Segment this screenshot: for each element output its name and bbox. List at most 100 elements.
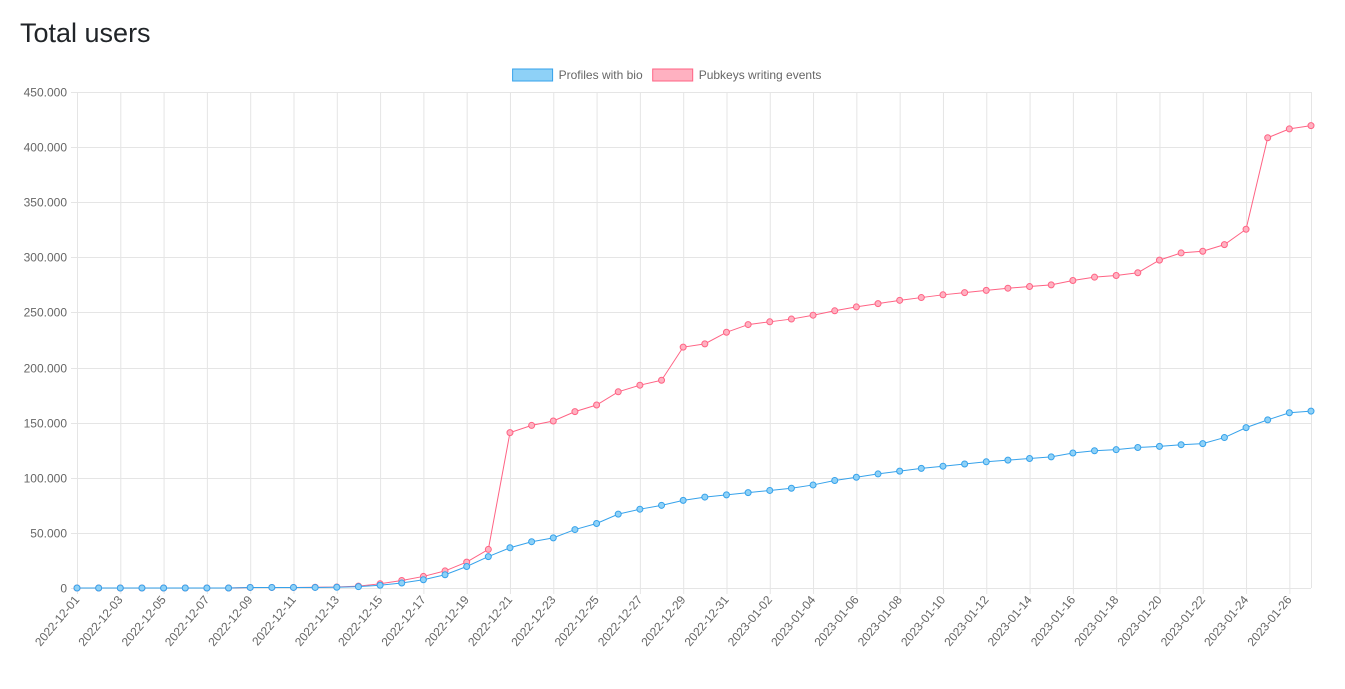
y-tick-label: 200.000 [24,362,68,376]
y-tick-label: 400.000 [24,141,68,155]
data-point [528,538,536,546]
data-point [679,496,687,504]
data-point [679,343,687,351]
x-gridlines [77,92,1312,594]
data-point [1220,434,1228,442]
legend-label: Pubkeys writing events [699,68,822,82]
y-gridlines [71,92,1311,589]
data-point [766,318,774,326]
data-point [658,501,666,509]
data-point [1307,407,1315,415]
data-point [1199,247,1207,255]
data-point [268,583,276,591]
data-point [787,484,795,492]
data-point [982,458,990,466]
chart-legend[interactable]: Profiles with bio Pubkeys writing events [512,68,822,82]
page-title: Total users [20,18,151,48]
data-point [1112,272,1120,280]
data-point [116,584,124,592]
data-point [1242,225,1250,233]
data-point [722,491,730,499]
data-point [376,581,384,589]
data-point [809,481,817,489]
data-point [874,300,882,308]
data-point [289,583,297,591]
data-point [658,376,666,384]
legend-label: Profiles with bio [559,68,643,82]
data-point [1134,443,1142,451]
data-point [614,388,622,396]
data-point [549,417,557,425]
data-point [917,294,925,302]
data-point [160,584,168,592]
data-point [484,553,492,561]
data-point [441,571,449,579]
series-1 [73,122,1315,592]
y-tick-label: 0 [60,582,67,596]
data-point [874,470,882,478]
data-point [831,307,839,315]
data-point [744,489,752,497]
data-point [896,296,904,304]
data-point [722,328,730,336]
data-point [917,464,925,472]
y-tick-label: 50.000 [30,527,67,541]
data-point [701,493,709,501]
x-axis-tick-labels: 2022-12-012022-12-032022-12-052022-12-07… [32,593,1295,649]
data-point [506,544,514,552]
data-point [1155,256,1163,264]
data-point [1047,453,1055,461]
data-point [1134,269,1142,277]
data-point [73,584,81,592]
data-point [354,583,362,591]
data-point [1264,134,1272,142]
data-point [1091,273,1099,281]
data-point [1155,442,1163,450]
data-point [333,583,341,591]
y-tick-label: 100.000 [24,472,68,486]
data-point [1112,446,1120,454]
data-point [593,520,601,528]
data-point [1069,449,1077,457]
y-tick-label: 450.000 [24,86,68,100]
x-tick-label: 2022-12-09 [205,593,255,649]
data-point [1242,424,1250,432]
data-point [1285,125,1293,133]
data-point [636,505,644,513]
legend-item[interactable]: Profiles with bio [512,68,643,82]
data-point [138,584,146,592]
data-point [181,584,189,592]
y-tick-label: 150.000 [24,417,68,431]
series-layer [73,122,1315,592]
data-point [961,289,969,297]
data-point [398,579,406,587]
data-point [463,563,471,571]
legend-swatch [652,68,694,82]
data-point [484,545,492,553]
data-point [1026,283,1034,291]
data-point [225,584,233,592]
data-point [982,286,990,294]
data-point [939,291,947,299]
series-0 [73,407,1315,592]
data-point [528,421,536,429]
y-tick-label: 350.000 [24,196,68,210]
y-tick-label: 250.000 [24,306,68,320]
data-point [593,401,601,409]
data-point [1047,281,1055,289]
legend-item[interactable]: Pubkeys writing events [652,68,822,82]
data-point [571,526,579,534]
data-point [896,467,904,475]
data-point [1004,456,1012,464]
data-point [246,583,254,591]
data-point [1307,122,1315,130]
data-point [961,460,969,468]
data-point [1004,284,1012,292]
data-point [1026,454,1034,462]
data-point [744,321,752,329]
data-point [419,576,427,584]
y-axis-tick-labels: 0 50.000 100.000 150.000 200.000 250.000 300.0… [24,86,68,596]
data-point [1177,249,1185,257]
data-point [1285,409,1293,417]
